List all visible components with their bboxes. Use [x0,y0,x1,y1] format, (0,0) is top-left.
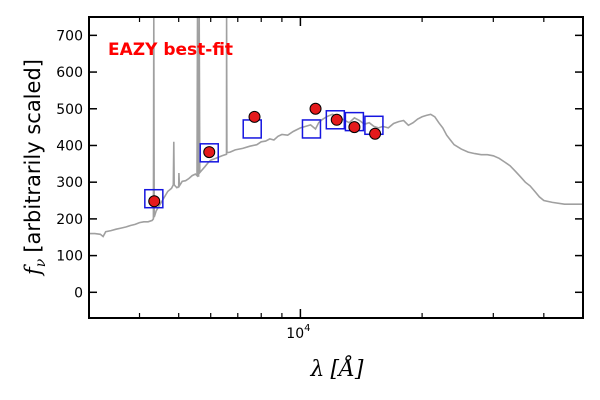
observed-flux-point [369,127,382,140]
annotation-label: EAZY best-fit [108,40,233,60]
observed-flux-point [330,113,343,126]
y-tick-label: 600 [56,65,83,81]
observed-flux-point [148,195,161,208]
model-flux-square [325,110,346,130]
observed-flux-point [309,102,322,115]
x-axis-unit: [Å] [330,354,363,382]
template-spectrum-line [89,17,583,238]
observed-flux-point [348,121,361,134]
x-tick-label-base: 10 [286,326,304,342]
observed-flux-point [203,146,216,159]
y-tick-label: 700 [56,28,83,44]
y-axis-text: [arbitrarily scaled] [21,59,45,253]
axis-ticks: 0 100 200 300 400 500 600 700 104 [56,17,583,342]
model-flux-square [242,119,262,139]
y-tick-label: 300 [56,175,83,191]
model-flux-square [199,143,219,163]
y-axis-subscript: ν [33,258,49,267]
y-tick-label: 100 [56,249,83,265]
y-tick-label: 500 [56,102,83,118]
x-axis-symbol: λ [309,357,324,382]
y-axis-label: fν [arbitrarily scaled] [21,59,49,277]
x-tick-label: 104 [286,323,310,342]
y-tick-label: 200 [56,212,83,228]
plot-area [89,17,583,238]
x-axis-label: λ [Å] [309,354,363,382]
model-flux-square [301,119,322,139]
y-tick-label: 0 [74,285,83,301]
model-flux-square [144,188,164,209]
observed-flux-point [248,110,261,123]
x-tick-label-exponent: 4 [304,323,310,334]
y-tick-label: 400 [56,138,83,154]
plot-frame [88,16,584,319]
y-axis-symbol: f [21,264,45,277]
